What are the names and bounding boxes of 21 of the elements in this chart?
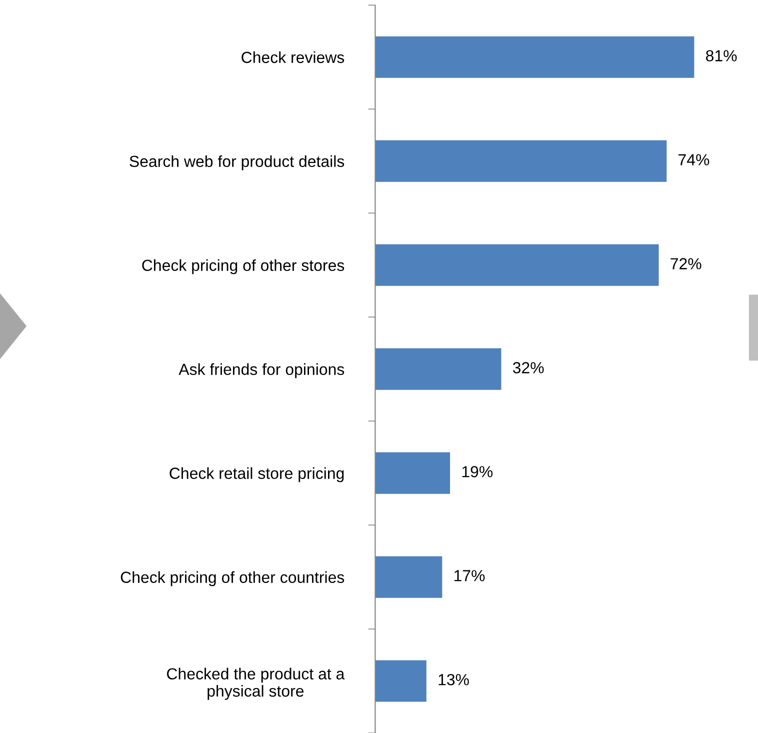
bar	[375, 556, 442, 598]
bar	[375, 452, 450, 494]
data-label: 32%	[512, 362, 544, 374]
bar	[375, 36, 694, 78]
y-tick-label: Check pricing of other stores	[142, 259, 344, 274]
y-tick-label: Ask friends for opinions	[178, 363, 344, 378]
bar	[375, 140, 667, 182]
y-tick-label: Check pricing of other countries	[120, 571, 344, 586]
data-label: 74%	[678, 154, 710, 166]
y-tick-label: Search web for product details	[130, 155, 344, 170]
bar	[375, 244, 659, 286]
bar	[375, 348, 502, 390]
bar	[375, 660, 426, 702]
y-tick-label: Check retail store pricing	[170, 467, 344, 482]
data-label: 17%	[454, 570, 485, 582]
y-tick-label: Checked the product at a physical store	[167, 668, 345, 700]
y-tick-label: Check reviews	[242, 51, 344, 64]
data-label: 72%	[670, 258, 702, 270]
data-label: 13%	[438, 674, 469, 686]
data-label: 19%	[462, 466, 493, 478]
data-label: 81%	[706, 50, 737, 62]
